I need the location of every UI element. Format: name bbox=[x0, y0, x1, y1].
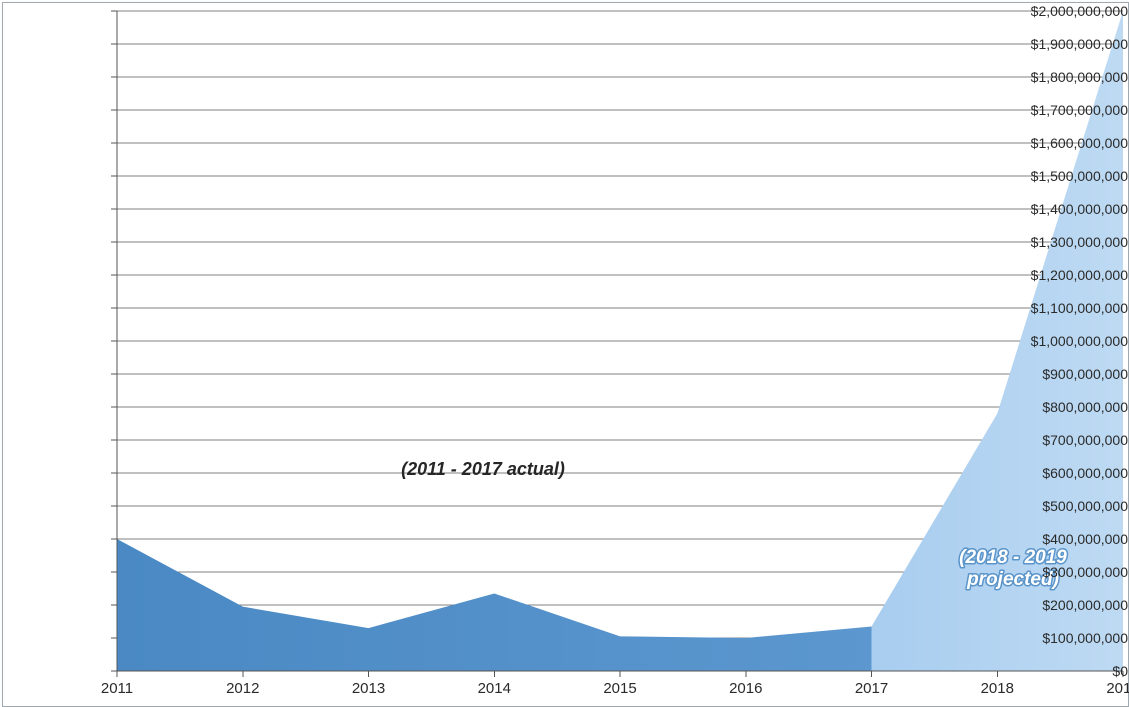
y-axis-label: $1,100,000,000 bbox=[1024, 301, 1128, 315]
chart-frame: (2011 - 2017 actual)(2018 - 2019projecte… bbox=[2, 2, 1129, 707]
y-axis-label: $500,000,000 bbox=[1024, 499, 1128, 513]
y-axis-label: $400,000,000 bbox=[1024, 532, 1128, 546]
x-axis-label: 2012 bbox=[226, 681, 259, 696]
x-axis-label: 2013 bbox=[352, 681, 385, 696]
y-axis-label: $1,900,000,000 bbox=[1024, 37, 1128, 51]
y-axis-label: $1,400,000,000 bbox=[1024, 202, 1128, 216]
y-axis-label: $600,000,000 bbox=[1024, 466, 1128, 480]
area-chart: (2011 - 2017 actual)(2018 - 2019projecte… bbox=[3, 3, 1128, 706]
x-axis-label: 2014 bbox=[478, 681, 511, 696]
y-axis-label: $1,300,000,000 bbox=[1024, 235, 1128, 249]
y-axis-label: $1,200,000,000 bbox=[1024, 268, 1128, 282]
y-axis-label: $900,000,000 bbox=[1024, 367, 1128, 381]
x-axis-label: 2017 bbox=[855, 681, 888, 696]
annotation-0: (2011 - 2017 actual) bbox=[401, 459, 565, 479]
y-axis-label: $1,000,000,000 bbox=[1024, 334, 1128, 348]
y-axis-label: $1,700,000,000 bbox=[1024, 103, 1128, 117]
y-axis-label: $800,000,000 bbox=[1024, 400, 1128, 414]
y-axis-label: $100,000,000 bbox=[1024, 631, 1128, 645]
y-axis-label: $300,000,000 bbox=[1024, 565, 1128, 579]
x-axis-label: 2019 bbox=[1106, 681, 1129, 696]
y-axis-label: $2,000,000,000 bbox=[1024, 4, 1128, 18]
y-axis-label: $1,800,000,000 bbox=[1024, 70, 1128, 84]
y-axis-label: $700,000,000 bbox=[1024, 433, 1128, 447]
x-axis-label: 2016 bbox=[729, 681, 762, 696]
x-axis-label: 2018 bbox=[981, 681, 1014, 696]
y-axis-label: $1,600,000,000 bbox=[1024, 136, 1128, 150]
y-axis-label: $1,500,000,000 bbox=[1024, 169, 1128, 183]
x-axis-label: 2011 bbox=[101, 681, 133, 696]
y-axis-label: $200,000,000 bbox=[1024, 598, 1128, 612]
x-axis-label: 2015 bbox=[603, 681, 636, 696]
y-axis-label: $0 bbox=[1024, 664, 1128, 678]
